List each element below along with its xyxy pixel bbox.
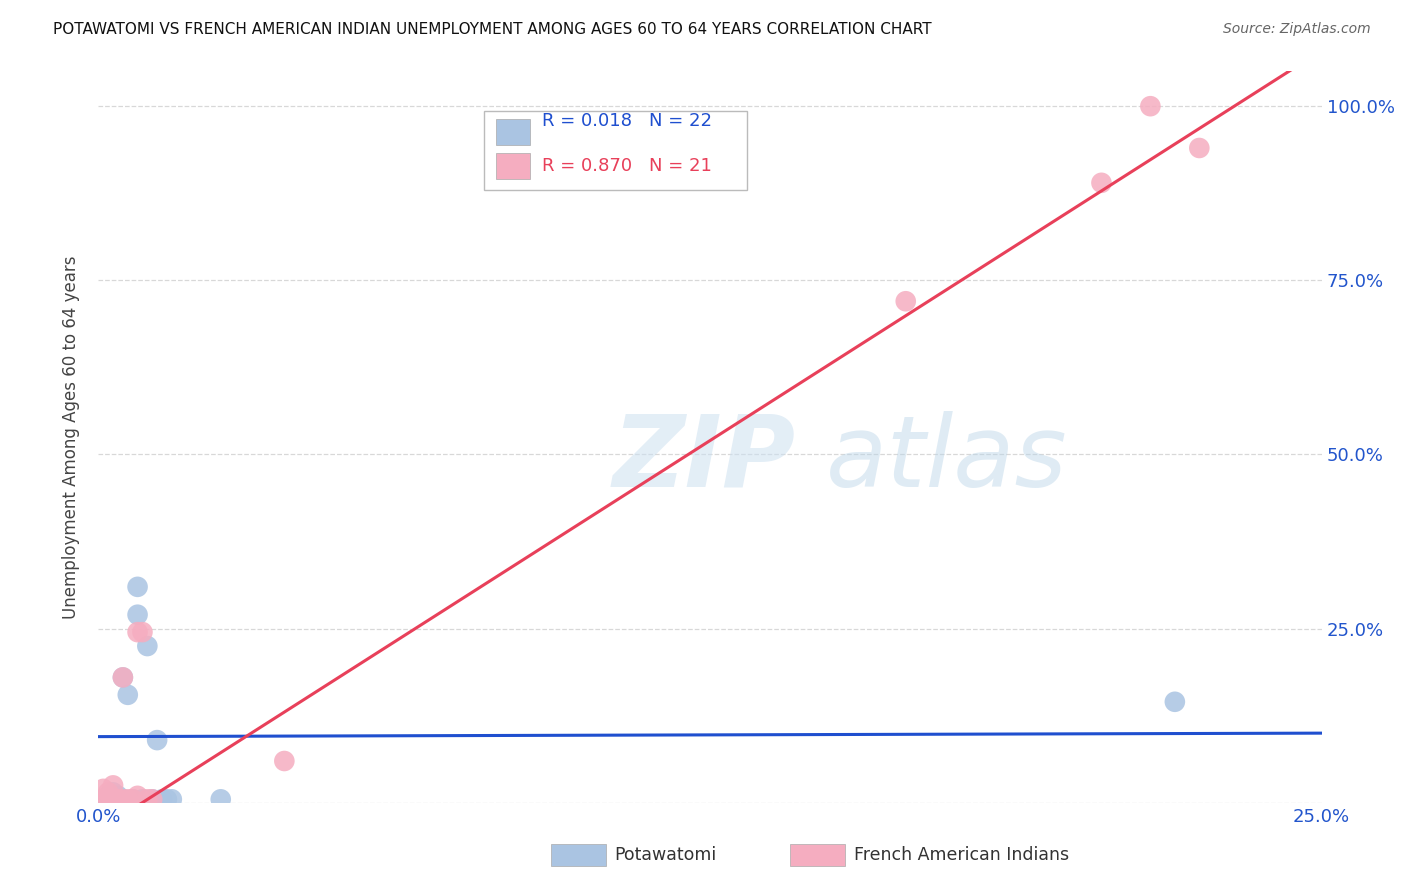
Point <box>101 785 124 799</box>
FancyBboxPatch shape <box>551 845 606 866</box>
Point <box>127 625 149 640</box>
Point <box>894 294 917 309</box>
Point <box>209 792 232 806</box>
Point <box>136 639 159 653</box>
Point <box>97 785 120 799</box>
Point <box>101 792 124 806</box>
Text: N = 22: N = 22 <box>648 112 711 130</box>
Point <box>1139 99 1161 113</box>
Point <box>131 625 153 640</box>
Point <box>111 792 134 806</box>
Point <box>1164 695 1187 709</box>
Text: ZIP: ZIP <box>612 410 796 508</box>
Point <box>97 792 120 806</box>
Point <box>121 792 143 806</box>
Point <box>101 778 124 792</box>
Point <box>91 781 114 796</box>
FancyBboxPatch shape <box>790 845 845 866</box>
Text: R = 0.870: R = 0.870 <box>543 157 633 175</box>
Point <box>156 792 179 806</box>
Point <box>146 733 169 747</box>
Point <box>127 789 149 803</box>
Point <box>1188 141 1211 155</box>
Point <box>111 792 134 806</box>
Text: Source: ZipAtlas.com: Source: ZipAtlas.com <box>1223 22 1371 37</box>
Point <box>91 792 114 806</box>
Point <box>107 792 129 806</box>
Text: atlas: atlas <box>827 410 1069 508</box>
Point <box>136 792 159 806</box>
Point <box>111 670 134 684</box>
Point <box>141 792 163 806</box>
Text: POTAWATOMI VS FRENCH AMERICAN INDIAN UNEMPLOYMENT AMONG AGES 60 TO 64 YEARS CORR: POTAWATOMI VS FRENCH AMERICAN INDIAN UNE… <box>53 22 932 37</box>
Point <box>91 792 114 806</box>
Point <box>117 688 139 702</box>
Point <box>160 792 183 806</box>
Text: Potawatomi: Potawatomi <box>614 847 717 864</box>
Point <box>141 792 163 806</box>
Point <box>127 607 149 622</box>
Text: N = 21: N = 21 <box>648 157 711 175</box>
Point <box>121 792 143 806</box>
Point <box>1090 176 1112 190</box>
Text: French American Indians: French American Indians <box>855 847 1070 864</box>
Point <box>111 670 134 684</box>
Point <box>131 792 153 806</box>
FancyBboxPatch shape <box>484 111 747 190</box>
Point <box>117 792 139 806</box>
Text: R = 0.018: R = 0.018 <box>543 112 633 130</box>
Point <box>150 792 173 806</box>
Point <box>107 789 129 803</box>
Point <box>273 754 295 768</box>
Y-axis label: Unemployment Among Ages 60 to 64 years: Unemployment Among Ages 60 to 64 years <box>62 255 80 619</box>
Point <box>97 792 120 806</box>
FancyBboxPatch shape <box>496 153 530 179</box>
Point <box>97 789 120 803</box>
Point <box>127 580 149 594</box>
FancyBboxPatch shape <box>496 119 530 145</box>
Point <box>101 792 124 806</box>
Point <box>107 792 129 806</box>
